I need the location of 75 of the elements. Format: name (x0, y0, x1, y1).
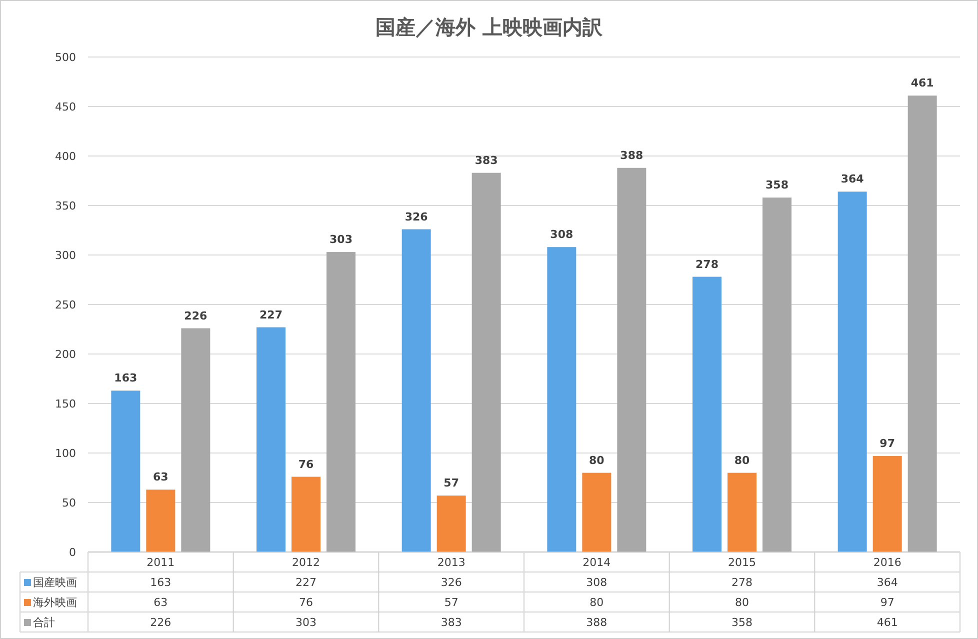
data-label: 388 (620, 148, 644, 162)
y-tick-label: 450 (55, 100, 76, 114)
legend-label: 海外映画 (33, 596, 77, 609)
text: 227 (296, 576, 316, 589)
text: 97 (880, 596, 894, 609)
data-label: 76 (298, 458, 314, 471)
legend-label: 合計 (33, 616, 55, 629)
text: 163 (150, 576, 172, 589)
text: 80 (590, 596, 604, 609)
bar (908, 96, 937, 552)
x-tick-label: 2012 (292, 556, 320, 569)
bar (838, 192, 867, 552)
bar (582, 472, 612, 552)
bar (762, 198, 792, 552)
text: 308 (586, 576, 608, 589)
data-label: 163 (114, 372, 138, 385)
legend-label: 国産映画 (33, 576, 77, 589)
data-label: 63 (153, 470, 168, 484)
bar (436, 496, 466, 552)
bar (292, 476, 320, 552)
data-label: 364 (840, 172, 864, 186)
bar (728, 472, 756, 552)
data-label: 358 (766, 178, 788, 192)
y-tick-label: 50 (62, 496, 76, 510)
text: 57 (444, 596, 458, 609)
data-label: 326 (404, 210, 428, 224)
x-tick-label: 2011 (146, 556, 175, 569)
y-tick-label: 100 (55, 447, 76, 460)
bar (472, 172, 501, 552)
data-label: 308 (550, 228, 574, 242)
bar (256, 327, 286, 552)
data-label: 461 (910, 76, 934, 90)
y-tick-label: 200 (55, 348, 76, 361)
y-tick-label: 250 (55, 298, 76, 312)
y-tick-label: 0 (69, 546, 76, 559)
data-label: 303 (330, 233, 352, 246)
bar (547, 247, 576, 552)
bar (402, 229, 431, 552)
data-label: 80 (589, 454, 605, 467)
data-label: 226 (184, 309, 208, 322)
bar (692, 276, 722, 552)
data-label: 383 (474, 154, 498, 167)
bar (146, 490, 176, 552)
y-tick-label: 500 (55, 51, 76, 64)
text: 303 (296, 616, 316, 629)
y-tick-label: 150 (55, 398, 76, 410)
text: 326 (440, 576, 462, 589)
bar (872, 456, 902, 552)
text: 461 (876, 616, 898, 629)
text: 226 (150, 616, 172, 629)
text: 358 (732, 616, 752, 629)
text: 63 (154, 596, 168, 609)
title: 国産／海外 上映映画内訳 (376, 15, 602, 39)
data-label: 57 (444, 476, 459, 490)
x-tick-label: 2014 (582, 556, 611, 569)
data-label: 80 (734, 454, 750, 467)
data-label: 278 (696, 258, 718, 271)
x-tick-label: 2016 (873, 556, 902, 569)
bar (111, 390, 140, 552)
bar (326, 252, 356, 552)
text: 383 (440, 616, 462, 629)
text: 364 (876, 576, 898, 589)
x-tick-label: 2015 (728, 556, 756, 569)
y-tick-label: 400 (55, 150, 76, 163)
x-tick-label: 2013 (437, 556, 466, 569)
data-label: 227 (260, 308, 282, 322)
text: 76 (299, 596, 313, 609)
data-label: 97 (880, 436, 895, 450)
text: 80 (735, 596, 749, 609)
text: 278 (732, 576, 752, 589)
bar (181, 328, 210, 552)
bar (617, 168, 646, 552)
y-tick-label: 350 (55, 200, 76, 212)
text: 388 (586, 616, 608, 629)
y-tick-label: 300 (55, 249, 76, 262)
